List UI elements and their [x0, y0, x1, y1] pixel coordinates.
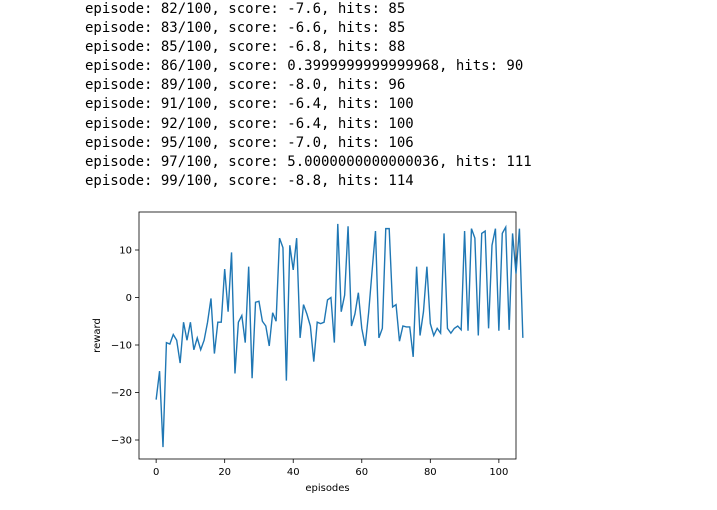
x-tick-label: 40	[287, 467, 300, 478]
log-line: episode: 85/100, score: -6.8, hits: 88	[85, 39, 406, 56]
y-axis-label: reward	[92, 318, 103, 353]
x-tick-label: 20	[218, 467, 231, 478]
log-line: episode: 89/100, score: -8.0, hits: 96	[85, 77, 406, 94]
x-tick-label: 60	[355, 467, 368, 478]
log-line: episode: 99/100, score: -8.8, hits: 114	[85, 172, 414, 189]
y-tick-label: −20	[111, 388, 132, 399]
log-line: episode: 92/100, score: -6.4, hits: 100	[85, 115, 414, 132]
x-axis: 0 20 40 60 80 100	[153, 459, 508, 478]
y-tick-label: 10	[119, 246, 132, 257]
y-tick-label: −30	[111, 436, 132, 447]
plot-frame	[138, 211, 517, 460]
x-axis-label: episodes	[305, 483, 349, 494]
x-tick-label: 80	[424, 467, 437, 478]
log-line: episode: 97/100, score: 5.00000000000000…	[85, 153, 532, 170]
y-axis: −30 −20 −10 0 10	[111, 246, 139, 447]
log-line: episode: 91/100, score: -6.4, hits: 100	[85, 96, 414, 113]
console-output: episode: 82/100, score: -7.6, hits: 85 e…	[85, 0, 532, 191]
x-tick-label: 100	[489, 467, 508, 478]
y-tick-label: 0	[126, 293, 132, 304]
log-line: episode: 82/100, score: -7.6, hits: 85	[85, 1, 406, 17]
x-tick-label: 0	[153, 467, 159, 478]
log-line: episode: 83/100, score: -6.6, hits: 85	[85, 20, 406, 37]
y-tick-label: −10	[111, 341, 132, 352]
reward-series-line	[155, 223, 524, 448]
log-line: episode: 95/100, score: -7.0, hits: 106	[85, 134, 414, 151]
log-line: episode: 86/100, score: 0.39999999999999…	[85, 58, 524, 75]
